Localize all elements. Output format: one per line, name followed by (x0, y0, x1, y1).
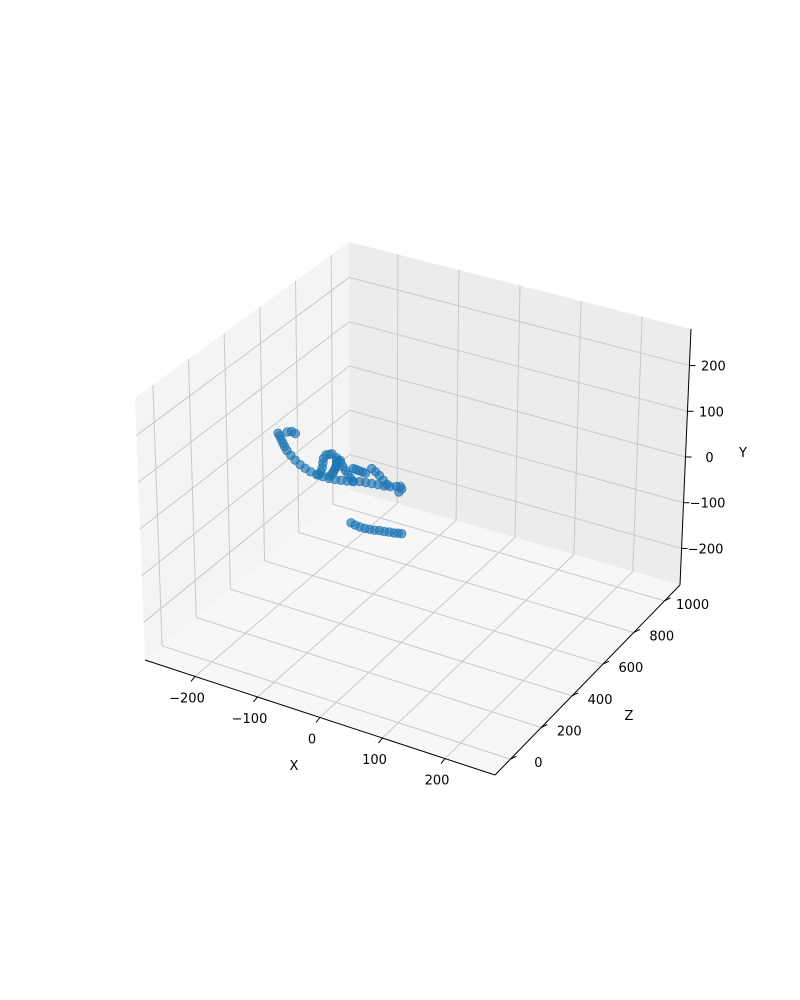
grid-z-floor (332, 503, 665, 602)
y-tick-label: 200 (701, 360, 726, 375)
z-tick (510, 755, 517, 760)
grid-z-floor (264, 560, 604, 665)
x-tick-label: 200 (425, 774, 450, 789)
x-tick (378, 737, 383, 744)
x-tick-label: −100 (232, 712, 268, 727)
x-axis-label: X (290, 759, 299, 774)
z-axis-line (494, 584, 681, 776)
z-tick-label: 200 (557, 725, 582, 740)
grid-y-left (141, 409, 350, 577)
y-tick-label: −200 (688, 542, 724, 557)
y-tick-label: −100 (690, 497, 726, 512)
grid-z-floor (230, 588, 573, 697)
grid-y-left (136, 277, 350, 436)
grid-z-floor (161, 645, 511, 760)
pane-back (349, 242, 691, 585)
data-point (360, 468, 371, 478)
y-tick-label: 0 (705, 451, 713, 466)
grid-y-left (137, 321, 350, 483)
data-point (335, 455, 346, 466)
data-point (367, 463, 377, 474)
x-tick-label: 0 (308, 733, 316, 748)
tick-marks (190, 365, 696, 764)
z-tick (633, 629, 640, 633)
z-tick (602, 660, 610, 665)
x-tick (190, 676, 196, 682)
z-tick-label: 400 (588, 693, 613, 708)
data-point (394, 487, 404, 497)
z-tick (541, 724, 548, 728)
grid-y-back (349, 321, 688, 412)
z-tick-label: 0 (534, 756, 542, 771)
grid-y-back (349, 276, 690, 367)
z-tick (664, 597, 671, 602)
grid-y-left (143, 454, 351, 623)
x-tick-label: −200 (169, 691, 205, 706)
z-axis-label: Z (625, 709, 634, 724)
x-tick (253, 696, 258, 703)
data-points (273, 426, 407, 539)
y-axis-label: Y (738, 446, 747, 461)
grid-z-floor (196, 617, 542, 728)
z-tick-label: 800 (649, 630, 674, 645)
z-tick-label: 600 (619, 661, 644, 676)
grid-y-left (139, 365, 350, 530)
z-tick-label: 1000 (676, 598, 709, 613)
grid-x-floor (319, 537, 516, 718)
y-tick-label: 100 (699, 405, 724, 420)
x-tick (315, 717, 321, 723)
grid-y-back (349, 365, 686, 458)
grid-x-floor (444, 571, 634, 759)
grid-x-floor (382, 554, 575, 739)
grid-z-floor (298, 532, 634, 633)
grid-y-back (349, 454, 682, 549)
tick-labels: −200−100010020002004006008001000−200−100… (169, 360, 726, 789)
x-tick (440, 758, 446, 764)
grid-x-floor (257, 520, 457, 698)
z-tick (571, 692, 579, 697)
data-point (290, 428, 301, 439)
x-tick-label: 100 (362, 753, 387, 768)
grid-y-back (349, 409, 684, 504)
data-point (397, 529, 407, 539)
